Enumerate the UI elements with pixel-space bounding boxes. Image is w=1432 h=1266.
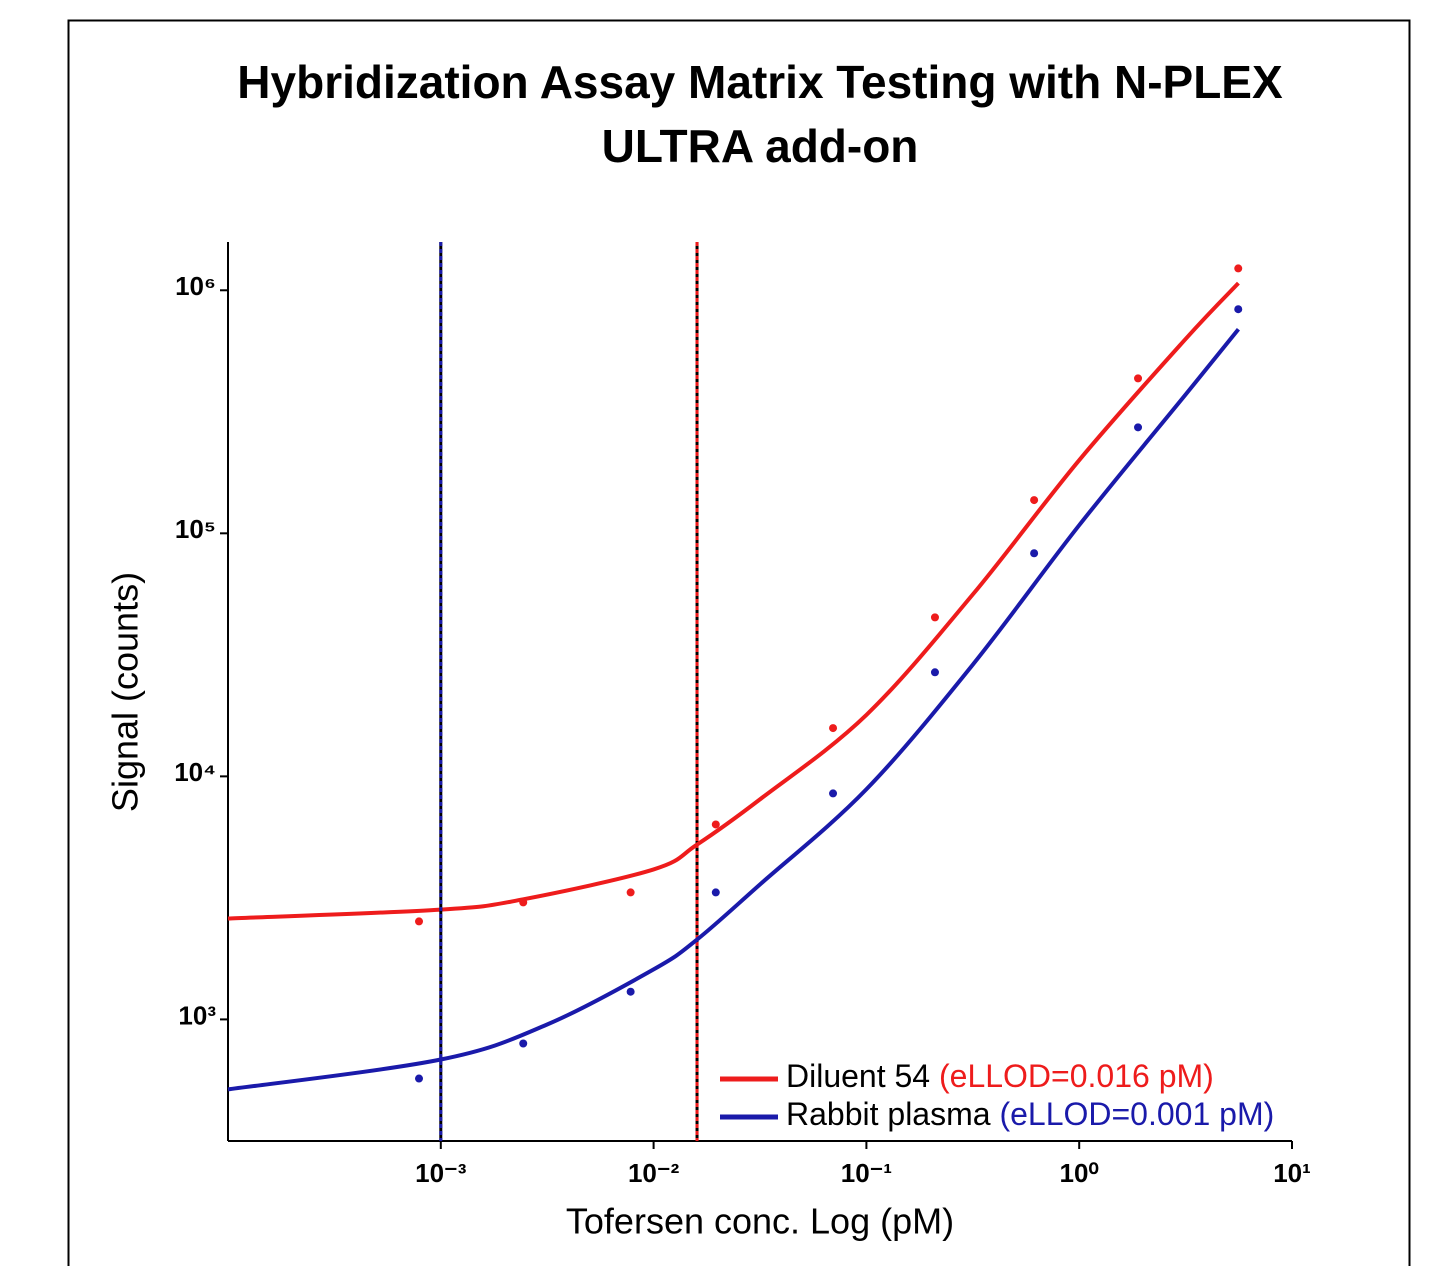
data-point [829, 789, 838, 798]
data-point [519, 1039, 528, 1048]
legend-annotation: (eLLOD=0.001 pM) [999, 1096, 1274, 1132]
data-point [415, 917, 424, 926]
legend-name: Rabbit plasma [786, 1096, 991, 1132]
data-point [1030, 549, 1039, 558]
data-point [415, 1074, 424, 1083]
data-point [1134, 423, 1143, 432]
x-tick-label: 10⁰ [1060, 1158, 1099, 1188]
data-point [519, 898, 528, 907]
y-axis-label: Signal (counts) [105, 572, 146, 812]
x-tick-label: 10¹ [1273, 1158, 1311, 1188]
data-point [711, 888, 720, 897]
data-point [711, 820, 720, 829]
data-point [1234, 305, 1243, 314]
legend-label: Diluent 54 (eLLOD=0.016 pM) [786, 1058, 1214, 1094]
data-point [930, 613, 939, 622]
y-tick-label: 10³ [178, 1000, 216, 1030]
chart-title: ULTRA add-on [602, 120, 919, 172]
data-point [930, 668, 939, 677]
x-tick-label: 10⁻¹ [841, 1158, 892, 1188]
frame [67, 19, 1411, 1266]
data-point [1134, 374, 1143, 383]
data-point [1030, 496, 1039, 505]
data-point [626, 987, 635, 996]
fit-curve [227, 281, 1240, 921]
fit-curve [227, 328, 1240, 1092]
chart-title: Hybridization Assay Matrix Testing with … [237, 56, 1283, 108]
legend-label: Rabbit plasma (eLLOD=0.001 pM) [786, 1096, 1274, 1132]
data-point [829, 724, 838, 733]
y-tick-label: 10⁴ [174, 757, 216, 787]
x-tick-label: 10⁻³ [415, 1158, 467, 1188]
legend-annotation: (eLLOD=0.016 pM) [939, 1058, 1214, 1094]
x-tick-label: 10⁻² [628, 1158, 680, 1188]
legend-name: Diluent 54 [786, 1058, 930, 1094]
data-point [1234, 264, 1243, 273]
y-tick-label: 10⁵ [175, 514, 216, 544]
y-tick-label: 10⁶ [175, 271, 216, 301]
data-point [626, 888, 635, 897]
x-axis-label: Tofersen conc. Log (pM) [566, 1201, 954, 1242]
